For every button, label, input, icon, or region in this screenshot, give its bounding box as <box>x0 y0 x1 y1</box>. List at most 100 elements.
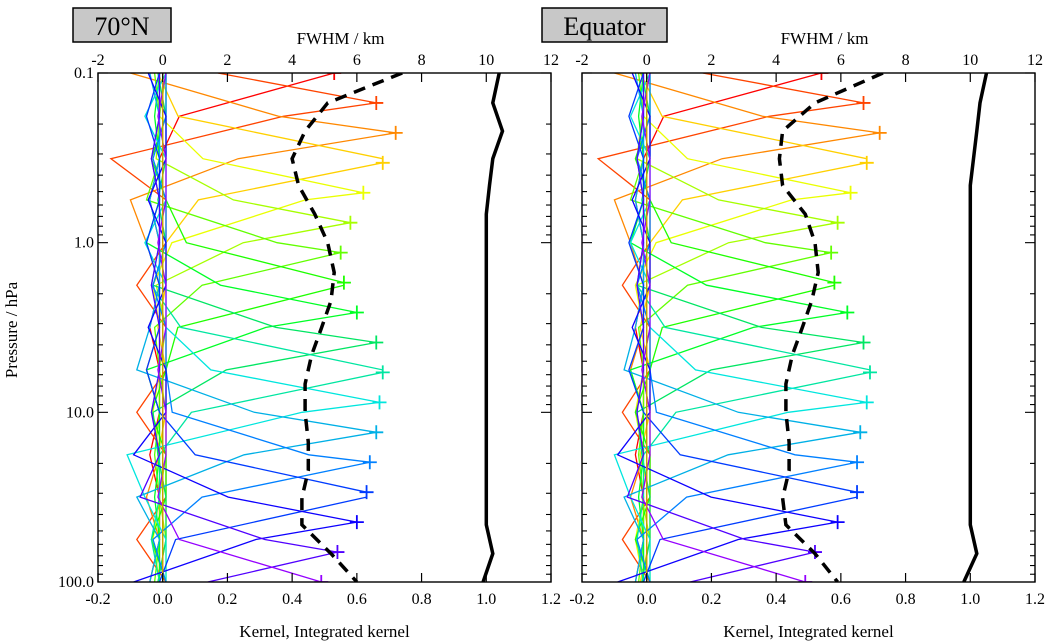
kernel-line <box>150 73 345 582</box>
kernel-peak-marker <box>375 365 390 380</box>
x-bottom-tick-label: -0.2 <box>569 591 594 608</box>
y-tick-label: 10.0 <box>66 404 94 421</box>
kernel-peak-marker <box>843 185 858 200</box>
kernel-line <box>129 73 396 582</box>
fwhm-line <box>777 73 884 582</box>
kernel-peak-marker <box>856 335 871 350</box>
x-top-axis-label: FWHM / km <box>297 29 385 48</box>
panel-title: Equator <box>563 12 646 41</box>
x-bottom-tick-label: 0.6 <box>347 591 367 608</box>
kernel-peak-marker <box>314 575 329 582</box>
kernel-peak-marker <box>853 425 868 440</box>
x-bottom-tick-label: 0.6 <box>831 591 851 608</box>
integrated-kernel-line <box>962 73 989 582</box>
x-bottom-tick-label: 0.8 <box>412 591 432 608</box>
panel-title-box <box>72 7 172 43</box>
kernel-peak-marker <box>343 215 358 230</box>
plot-area <box>596 73 989 582</box>
panel-title: 70°N <box>94 12 149 41</box>
kernel-peak-marker <box>356 185 371 200</box>
kernel-peak-marker <box>859 395 874 410</box>
x-top-tick-label: 12 <box>1027 52 1043 69</box>
x-bottom-tick-label: 1.2 <box>1025 591 1045 608</box>
x-bottom-tick-label: 0.8 <box>896 591 916 608</box>
kernel-peak-marker <box>840 305 855 320</box>
x-top-tick-label: 0 <box>159 52 167 69</box>
kernel-line <box>613 73 880 582</box>
x-top-tick-label: 8 <box>418 52 426 69</box>
x-top-tick-label: 8 <box>902 52 910 69</box>
fwhm-line <box>290 73 403 582</box>
kernel-line <box>152 73 377 582</box>
kernel-peak-marker <box>830 215 845 230</box>
x-top-tick-label: 10 <box>478 52 494 69</box>
kernel-peak-marker <box>798 575 813 582</box>
kernel-peak-marker <box>369 425 384 440</box>
kernel-peak-marker <box>349 515 364 530</box>
kernel-peak-marker <box>856 95 871 110</box>
kernel-line <box>157 73 322 582</box>
plot-area <box>109 73 505 582</box>
kernel-peak-marker <box>349 305 364 320</box>
x-bottom-axis-label: Kernel, Integrated kernel <box>239 622 410 641</box>
x-top-tick-label: 2 <box>223 52 231 69</box>
kernel-line <box>135 73 377 582</box>
panel-right: -0.2 0.0 0.2 0.4 0.6 0.8 1.0 1.2 -2 0 2 4 6 8 10 12 Kern… <box>541 7 1045 641</box>
y-axis-label: Pressure / hPa <box>2 281 21 378</box>
x-top-tick-label: 6 <box>353 52 361 69</box>
panel-title-box <box>541 7 668 43</box>
x-top-tick-label: 0 <box>643 52 651 69</box>
x-bottom-tick-label: 0.0 <box>637 591 657 608</box>
x-bottom-axis-label: Kernel, Integrated kernel <box>723 622 894 641</box>
x-bottom-tick-label: 0.0 <box>153 591 173 608</box>
x-bottom-tick-label: -0.2 <box>85 591 110 608</box>
kernel-peak-marker <box>369 95 384 110</box>
kernel-peak-marker <box>850 455 865 470</box>
x-bottom-tick-label: 1.0 <box>476 591 496 608</box>
kernel-peak-marker <box>824 245 839 260</box>
x-top-tick-label: 4 <box>772 52 780 69</box>
kernel-peak-marker <box>359 485 374 500</box>
x-bottom-tick-label: 1.2 <box>541 591 561 608</box>
kernel-peak-marker <box>862 365 877 380</box>
kernel-peak-marker <box>814 73 829 80</box>
kernel-peak-marker <box>827 275 842 290</box>
x-bottom-tick-label: 0.2 <box>217 591 237 608</box>
panel-left: -0.2 0.0 0.2 0.4 0.6 0.8 1.0 1.2 -2 0 2 4 6 8 10 12 0.1 1… <box>58 7 561 641</box>
plot-frame <box>97 72 552 583</box>
x-top-axis-label: FWHM / km <box>781 29 869 48</box>
kernel-peak-marker <box>330 545 345 560</box>
y-tick-label: 0.1 <box>74 65 94 82</box>
x-top-tick-label: 2 <box>707 52 715 69</box>
kernel-peak-marker <box>850 485 865 500</box>
x-bottom-tick-label: 1.0 <box>960 591 980 608</box>
kernel-peak-marker <box>375 155 390 170</box>
x-bottom-tick-label: 0.4 <box>766 591 786 608</box>
kernel-peak-marker <box>336 275 351 290</box>
plot-frame <box>581 72 1036 583</box>
x-top-tick-label: 6 <box>837 52 845 69</box>
kernel-peak-marker <box>362 455 377 470</box>
kernel-peak-marker <box>369 335 384 350</box>
kernel-line <box>152 73 364 582</box>
x-top-tick-label: 4 <box>288 52 296 69</box>
kernel-peak-marker <box>372 395 387 410</box>
kernel-line <box>636 73 864 582</box>
kernel-line <box>155 73 351 582</box>
x-top-tick-label: -2 <box>91 52 104 69</box>
y-tick-label: 1.0 <box>74 235 94 252</box>
x-bottom-tick-label: 0.4 <box>282 591 302 608</box>
integrated-kernel-line <box>481 73 505 582</box>
x-top-tick-label: 10 <box>962 52 978 69</box>
x-top-tick-label: -2 <box>575 52 588 69</box>
x-top-tick-label: 12 <box>543 52 559 69</box>
kernel-peak-marker <box>872 125 887 140</box>
kernel-peak-marker <box>830 515 845 530</box>
kernel-line <box>139 73 338 582</box>
kernel-peak-marker <box>327 73 342 80</box>
kernel-peak-marker <box>388 125 403 140</box>
y-tick-label: 100.0 <box>58 574 94 591</box>
kernel-peak-marker <box>859 155 874 170</box>
kernel-line <box>641 73 806 582</box>
